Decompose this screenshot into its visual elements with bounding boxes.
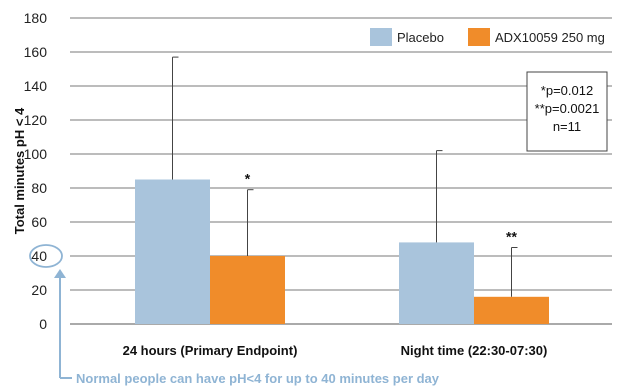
legend-label: ADX10059 250 mg [495,30,605,45]
x-tick-label: 24 hours (Primary Endpoint) [123,343,298,358]
stats-box-line: **p=0.0021 [535,101,600,116]
legend-swatch [468,28,490,46]
legend-swatch [370,28,392,46]
y-tick-label: 80 [31,180,47,196]
y-tick-label: 160 [24,44,48,60]
y-tick-label: 140 [24,78,48,94]
y-tick-label: 20 [31,282,47,298]
y-tick-label: 100 [24,146,48,162]
y-tick-label: 60 [31,214,47,230]
y-tick-label: 0 [39,316,47,332]
y-tick-label: 180 [24,10,48,26]
highlight-ellipse [29,244,63,268]
bar-adx10059 [474,296,549,324]
annotation-arrowhead [54,269,66,278]
stats-box-line: *p=0.012 [541,83,593,98]
bar-placebo [135,179,210,324]
stats-box [526,71,608,152]
y-tick-label: 120 [24,112,48,128]
stats-box-line: n=11 [553,119,581,134]
significance-mark: * [245,171,251,187]
bar-placebo [399,242,474,324]
annotation-text: Normal people can have pH<4 for up to 40… [76,371,440,386]
legend-label: Placebo [397,30,444,45]
significance-mark: ** [506,229,517,245]
y-axis-title: Total minutes pH < 4 [12,107,27,234]
bar-adx10059 [210,256,285,324]
y-tick-label: 40 [31,248,47,264]
x-tick-label: Night time (22:30-07:30) [401,343,548,358]
